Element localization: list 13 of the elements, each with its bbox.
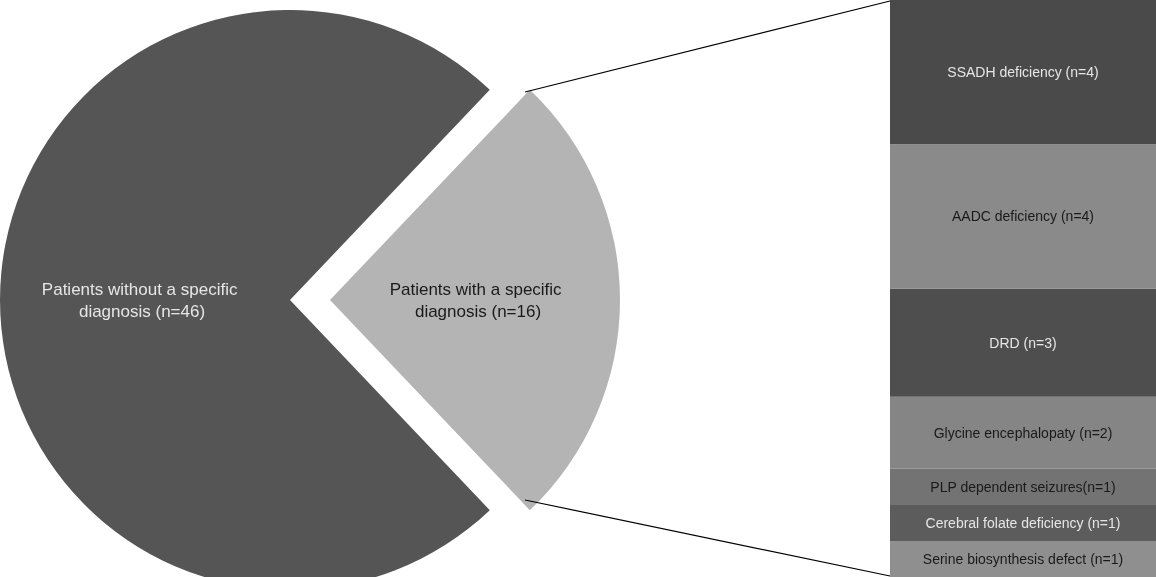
series-label: Cerebral folate deficiency (n=1) [925,514,1121,531]
bar [890,288,1156,397]
slice-label: Patients without a specific diagnosis (n=46) [41,279,243,321]
bar [890,144,1156,289]
series-label: Serine biosynthesis defect (n=1) [922,550,1124,567]
slice-label: Patients with a specific diagnosis (n=16) [389,279,567,321]
series-label: DRD (n=3) [989,334,1057,351]
bar [890,0,1156,145]
series-label: AADC deficiency (n=4) [951,208,1095,225]
series-label: Glycine encephalopaty (n=2) [933,424,1113,441]
series-label: SSADH deficiency (n=4) [947,64,1099,81]
bar [890,396,1156,469]
series-label: PLP dependent seizures(n=1) [930,478,1116,495]
